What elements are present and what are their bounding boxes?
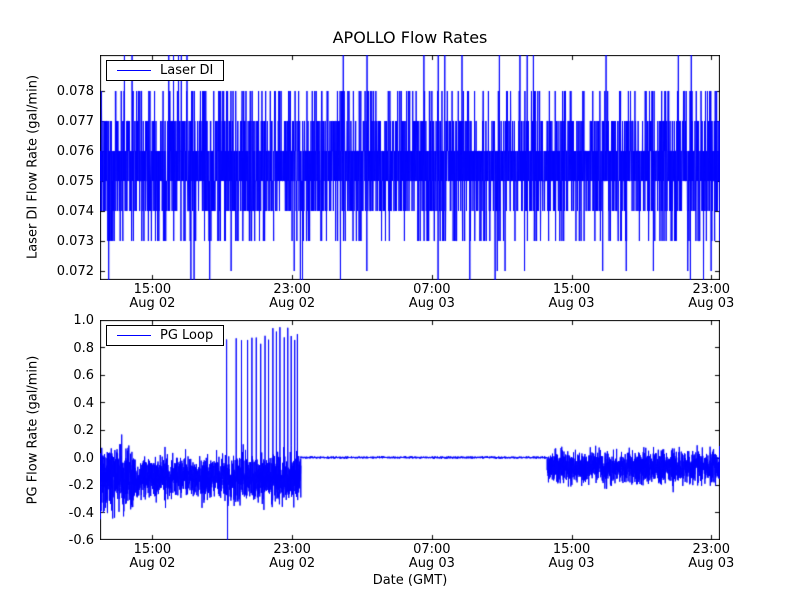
- legend-line-icon: [117, 70, 151, 71]
- pg-ytick-label: 0.6: [73, 368, 94, 383]
- laser-di-ytick-label: 0.075: [56, 174, 94, 189]
- xtick-time: 15:00: [133, 282, 172, 297]
- laser-di-legend: Laser DI: [106, 60, 225, 81]
- xtick-date: Aug 03: [688, 296, 735, 311]
- xtick-time: 23:00: [692, 542, 730, 557]
- xtick-date: Aug 02: [269, 556, 316, 571]
- xtick-date: Aug 02: [129, 296, 176, 311]
- xtick-time: 15:00: [552, 282, 591, 297]
- xtick-time: 07:00: [413, 542, 451, 557]
- pg-ytick-label: 1.0: [73, 313, 94, 328]
- x-axis-label: Date (GMT): [372, 573, 448, 588]
- laser-di-ytick-label: 0.074: [56, 204, 94, 219]
- pg-ytick-label: -0.6: [68, 533, 94, 548]
- top-xtick-label: 07:00 Aug 03: [409, 283, 455, 311]
- legend-line-icon: [117, 335, 151, 336]
- top-xtick-label: 23:00 Aug 03: [688, 283, 734, 311]
- xtick-time: 23:00: [273, 542, 311, 557]
- laser-di-plot-canvas: [100, 55, 720, 280]
- bottom-xtick-label: 15:00 Aug 02: [129, 543, 175, 571]
- laser-di-ytick-label: 0.078: [56, 84, 94, 99]
- bottom-xtick-label: 23:00 Aug 03: [688, 543, 734, 571]
- laser-di-ytick-label: 0.076: [56, 144, 94, 159]
- top-xtick-label: 15:00 Aug 03: [549, 283, 595, 311]
- pg-ytick-label: 0.0: [73, 450, 94, 466]
- xtick-time: 15:00: [133, 542, 172, 557]
- laser-di-ytick-label: 0.072: [56, 264, 94, 279]
- chart-title: APOLLO Flow Rates: [332, 28, 488, 47]
- xtick-date: Aug 02: [269, 296, 316, 311]
- laser-di-legend-label: Laser DI: [160, 63, 214, 78]
- xtick-date: Aug 03: [548, 556, 595, 571]
- xtick-date: Aug 03: [548, 296, 595, 311]
- xtick-date: Aug 02: [129, 556, 176, 571]
- xtick-time: 07:00: [413, 282, 451, 297]
- pg-ytick-label: 0.4: [73, 395, 94, 411]
- pg-loop-legend-label: PG Loop: [160, 328, 214, 343]
- pg-ytick-label: -0.2: [68, 478, 94, 493]
- pg-loop-legend: PG Loop: [106, 325, 225, 346]
- xtick-date: Aug 03: [408, 296, 455, 311]
- xtick-time: 23:00: [692, 282, 730, 297]
- bottom-xtick-label: 15:00 Aug 03: [549, 543, 595, 571]
- laser-di-y-axis-label: Laser DI Flow Rate (gal/min): [25, 74, 41, 260]
- pg-ytick-label: -0.4: [68, 505, 94, 521]
- bottom-xtick-label: 23:00 Aug 02: [269, 543, 315, 571]
- bottom-xtick-label: 07:00 Aug 03: [409, 543, 455, 571]
- laser-di-ytick-label: 0.073: [56, 234, 94, 249]
- pg-loop-plot-canvas: [100, 320, 720, 540]
- pg-ytick-label: 0.2: [73, 423, 94, 438]
- top-xtick-label: 15:00 Aug 02: [129, 283, 175, 311]
- laser-di-ytick-label: 0.077: [56, 114, 94, 129]
- pg-ytick-label: 0.8: [73, 340, 94, 356]
- xtick-time: 23:00: [273, 282, 311, 297]
- xtick-date: Aug 03: [688, 556, 735, 571]
- xtick-time: 15:00: [552, 542, 591, 557]
- top-xtick-label: 23:00 Aug 02: [269, 283, 315, 311]
- xtick-date: Aug 03: [408, 556, 455, 571]
